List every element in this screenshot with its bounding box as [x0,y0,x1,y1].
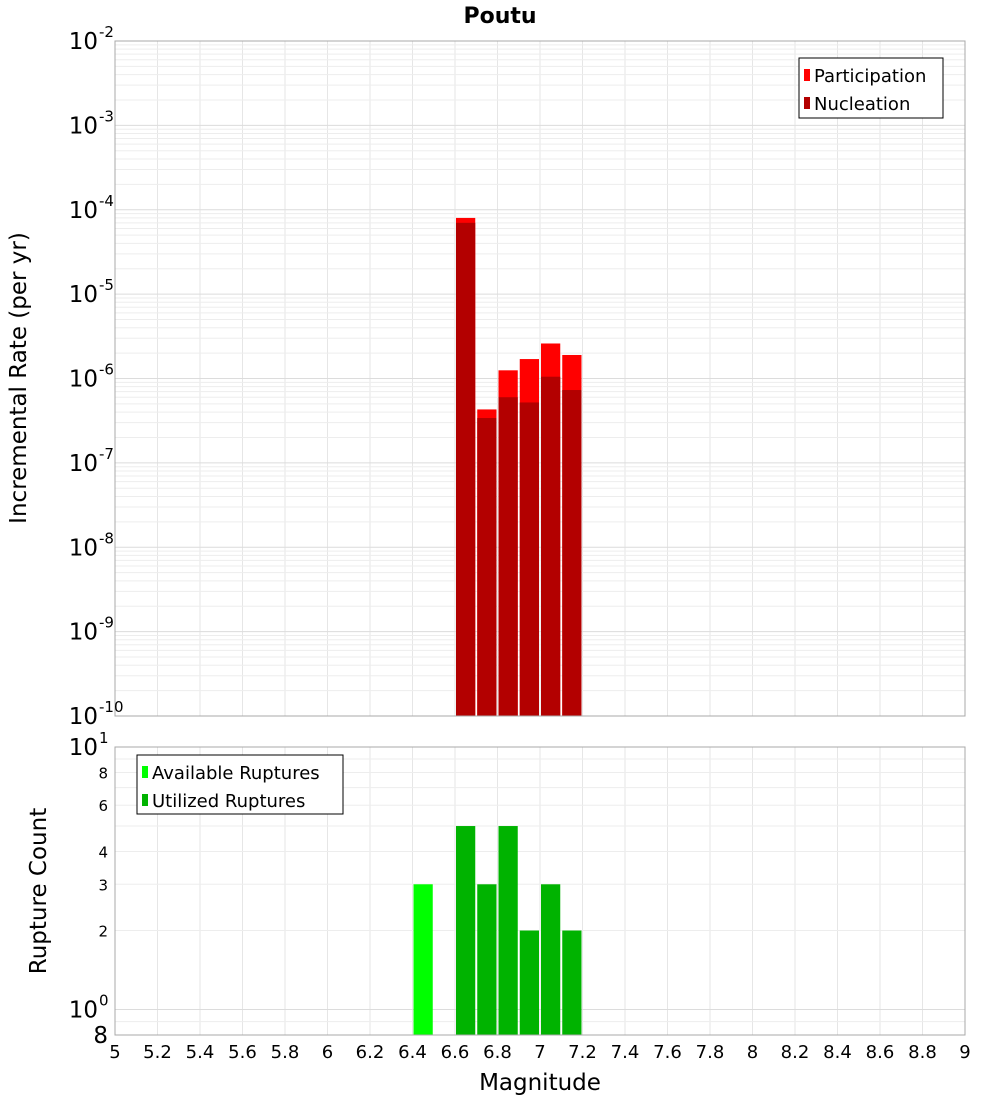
top-y-tick-exp: -6 [99,361,114,379]
top-y-axis-label: Incremental Rate (per yr) [6,232,32,524]
top-y-tick-base: 10 [69,367,98,393]
legend-label: Available Ruptures [152,763,320,784]
top-bars [456,217,582,716]
top-y-tick-label: 10 -3 [69,107,114,139]
top-y-tick-label: 10 -8 [69,529,114,561]
top-y-tick-base: 10 [69,29,98,55]
bottom-plot-border [114,746,966,1036]
top-y-tick-label: 10 -10 [69,698,124,730]
x-tick-label: 7.8 [696,1042,725,1063]
x-tick-label: 8.2 [781,1042,810,1063]
top-grid [114,41,966,717]
bottom-y-tick-label: 10 1 [69,729,109,761]
x-tick-label: 7.2 [568,1042,597,1063]
bar-available-ruptures [413,884,433,1035]
top-y-tick-label: 10 -4 [69,192,114,224]
legend-swatch [804,69,810,81]
top-y-tick-base: 10 [69,451,98,477]
top-y-tick-label: 10 -6 [69,361,114,393]
legend-swatch [804,97,810,109]
top-y-tick-exp: -5 [99,276,114,294]
bar-utilized-ruptures [477,884,497,1035]
top-legend: Participation Nucleation [798,57,944,119]
x-ticks: 5 5.2 5.4 5.6 5.8 6 6.2 6.4 6.6 6.8 7 7.2 7.4 7.6 7.8 8… [109,1042,970,1063]
bar-utilized-ruptures [456,826,476,1035]
bottom-bars [413,826,582,1035]
bar-nucleation [456,222,476,716]
top-y-tick-label: 10 -2 [69,23,114,55]
legend-label: Utilized Ruptures [152,791,305,812]
top-y-tick-base: 10 [69,113,98,139]
top-y-tick-label: 10 -9 [69,614,114,646]
x-tick-label: 6 [322,1042,333,1063]
bottom-y-tick-exp: 0 [99,992,109,1010]
bar-nucleation [498,397,518,716]
x-tick-label: 6.6 [441,1042,470,1063]
top-y-tick-exp: -3 [99,107,114,125]
legend-swatch [142,766,148,778]
bar-utilized-ruptures [541,884,561,1035]
top-y-tick-base: 10 [69,704,98,730]
bottom-y-tick-label: 8 [93,1023,108,1049]
bottom-y-minor-tick-label: 6 [98,797,108,815]
x-tick-label: 7 [534,1042,545,1063]
bottom-y-tick-base: 10 [69,735,98,761]
legend-label: Nucleation [814,94,910,115]
bottom-y-minor-tick-label: 8 [98,764,108,782]
bottom-y-axis-label: Rupture Count [26,808,52,974]
bar-nucleation [541,376,561,716]
x-tick-label: 6.4 [398,1042,427,1063]
x-tick-label: 7.6 [653,1042,682,1063]
bar-utilized-ruptures [519,930,539,1035]
top-y-tick-label: 10 -5 [69,276,114,308]
top-y-tick-base: 10 [69,282,98,308]
bottom-legend: Available Ruptures Utilized Ruptures [136,754,344,815]
bar-nucleation [562,390,582,716]
bottom-y-tick-exp: 1 [99,729,109,747]
x-axis-label: Magnitude [479,1070,601,1096]
top-y-tick-exp: -10 [99,698,124,716]
bar-nucleation [477,418,497,716]
bottom-y-minor-tick-label: 3 [98,876,108,894]
x-tick-label: 7.4 [611,1042,640,1063]
bar-utilized-ruptures [498,826,518,1035]
bottom-y-tick-base: 8 [93,1023,108,1049]
bottom-y-minor-tick-label: 4 [98,843,108,861]
top-y-tick-exp: -2 [99,23,114,41]
bottom-y-minor-tick-label: 2 [98,923,108,941]
x-tick-label: 5.8 [271,1042,300,1063]
top-y-tick-exp: -4 [99,192,114,210]
top-plot-border [114,40,966,717]
top-y-tick-base: 10 [69,620,98,646]
x-tick-label: 6.2 [356,1042,385,1063]
top-y-tick-base: 10 [69,535,98,561]
top-y-tick-base: 10 [69,198,98,224]
legend-box [136,754,344,815]
x-tick-label: 5.4 [186,1042,215,1063]
top-y-tick-exp: -8 [99,529,114,547]
bottom-y-tick-base: 10 [69,998,98,1024]
x-tick-label: 8 [747,1042,758,1063]
x-tick-label: 5.2 [143,1042,172,1063]
x-tick-label: 5 [109,1042,120,1063]
legend-box [798,57,944,119]
x-tick-label: 9 [959,1042,970,1063]
top-y-tick-exp: -7 [99,445,114,463]
bottom-y-tick-label: 10 0 [69,992,109,1024]
legend-label: Participation [814,66,926,87]
top-y-tick-label: 10 -7 [69,445,114,477]
x-tick-label: 5.6 [228,1042,257,1063]
bar-nucleation [519,402,539,716]
x-tick-label: 8.6 [866,1042,895,1063]
x-tick-label: 8.4 [823,1042,852,1063]
legend-swatch [142,794,148,806]
x-tick-label: 8.8 [908,1042,937,1063]
bar-utilized-ruptures [562,930,582,1035]
chart-title: Poutu [463,4,536,29]
top-y-tick-exp: -9 [99,614,114,632]
x-tick-label: 6.8 [483,1042,512,1063]
